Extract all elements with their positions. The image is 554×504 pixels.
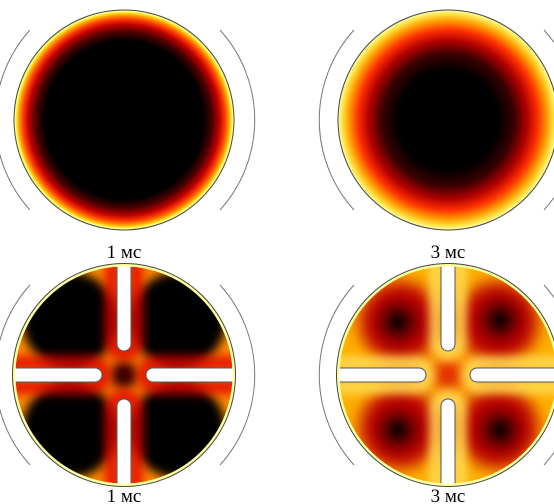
slot-top — [116, 265, 132, 352]
panel-caption: 1 мс — [107, 242, 142, 263]
panel-4: 3 мс — [318, 263, 554, 504]
outer-arc-right — [219, 284, 256, 466]
cold-core-tl — [378, 302, 418, 342]
outer-arc-right — [219, 29, 256, 211]
slot-left — [338, 367, 427, 383]
heat-disk — [337, 9, 554, 231]
panel-caption: 1 мс — [107, 486, 142, 504]
cold-core-bl — [22, 382, 118, 478]
heat-disk — [13, 9, 235, 231]
slot-right — [469, 367, 554, 383]
panel-2: 3 мс — [318, 9, 554, 263]
cold-core-tr — [130, 272, 226, 368]
cold-core-br — [480, 410, 520, 450]
slots — [338, 265, 554, 485]
cold-core-bl — [378, 410, 418, 450]
cold-core-tl — [22, 272, 118, 368]
slot-bottom — [116, 398, 132, 485]
disk-outline — [336, 263, 554, 487]
cold-core-tr — [480, 300, 520, 340]
slot-top — [440, 265, 456, 352]
core-center — [432, 359, 464, 391]
outer-arc-left — [318, 29, 355, 211]
outer-arc-left — [0, 29, 31, 211]
disk-outline — [12, 263, 236, 487]
panel-caption: 3 мс — [431, 486, 466, 504]
slot-right — [145, 367, 234, 383]
panel-1: 1 мс — [0, 9, 256, 263]
panel-caption: 3 мс — [431, 242, 466, 263]
panel-3: 1 мс — [0, 263, 256, 504]
slots — [14, 265, 234, 485]
slot-left — [14, 367, 103, 383]
slot-bottom — [440, 398, 456, 485]
outer-arc-left — [0, 284, 31, 466]
cold-core-center — [110, 361, 138, 389]
cold-core-br — [130, 382, 226, 478]
outer-arc-left — [318, 284, 355, 466]
